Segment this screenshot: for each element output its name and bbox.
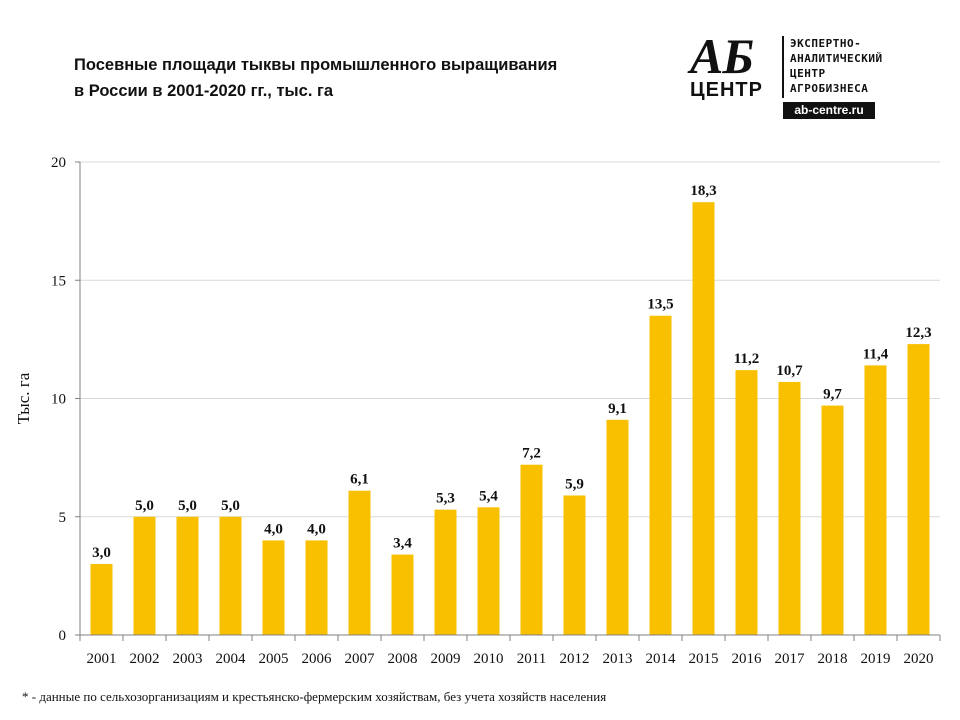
bar (133, 516, 156, 635)
x-tick-label: 2005 (259, 651, 289, 667)
bar (305, 540, 328, 635)
bar (90, 564, 113, 635)
bar-value-label: 9,7 (823, 387, 842, 403)
bar-value-label: 3,4 (393, 536, 412, 552)
bar-value-label: 5,0 (221, 498, 240, 514)
bar-value-label: 4,0 (307, 521, 326, 537)
bar (176, 516, 199, 635)
bar (563, 495, 586, 635)
bar (735, 370, 758, 635)
x-tick-label: 2011 (517, 651, 546, 667)
bar (864, 365, 887, 635)
bar (649, 315, 672, 635)
bar-value-label: 11,4 (863, 346, 889, 362)
x-tick-label: 2015 (689, 651, 719, 667)
y-tick-label: 15 (51, 273, 66, 289)
bar-value-label: 6,1 (350, 472, 369, 488)
bar-value-label: 5,0 (135, 498, 154, 514)
bar (907, 344, 930, 635)
bar-value-label: 10,7 (776, 363, 803, 379)
bar-value-label: 5,0 (178, 498, 197, 514)
y-tick-label: 0 (59, 628, 67, 644)
bar-value-label: 9,1 (608, 401, 627, 417)
bar-value-label: 4,0 (264, 521, 283, 537)
x-tick-label: 2008 (388, 651, 418, 667)
x-tick-label: 2002 (130, 651, 160, 667)
bar-value-label: 5,9 (565, 476, 584, 492)
logo-mark-ab: АБ (690, 28, 754, 84)
bar (778, 381, 801, 635)
x-tick-label: 2010 (474, 651, 504, 667)
x-tick-label: 2009 (431, 651, 461, 667)
bar-value-label: 11,2 (734, 351, 759, 367)
logo-mark: АБ ЦЕНТР (690, 28, 780, 101)
bar (606, 419, 629, 635)
bar (262, 540, 285, 635)
x-tick-label: 2018 (818, 651, 848, 667)
bar-value-label: 18,3 (690, 183, 716, 199)
bar-value-label: 7,2 (522, 446, 541, 462)
x-tick-label: 2007 (345, 651, 376, 667)
chart-title-line-1: Посевные площади тыквы промышленного выр… (74, 56, 558, 74)
bar (821, 405, 844, 635)
x-tick-label: 2014 (646, 651, 677, 667)
chart-title: Посевные площади тыквы промышленного выр… (74, 52, 654, 104)
bar (692, 202, 715, 635)
bar (434, 509, 457, 635)
bar-value-label: 3,0 (92, 545, 111, 561)
y-tick-label: 20 (51, 155, 66, 171)
bar-chart: 0 5 10 15 20 Тыс. га 3,0 2001 5,0 2002 5,0 2003 5,0 2… (14, 155, 941, 667)
bar (219, 516, 242, 635)
x-tick-label: 2016 (732, 651, 763, 667)
bar (391, 554, 414, 635)
bar (348, 490, 371, 635)
ab-centre-logo: АБ ЦЕНТР ЭКСПЕРТНО- АНАЛИТИЧЕСКИЙ ЦЕНТР … (690, 28, 935, 124)
x-tick-label: 2019 (861, 651, 891, 667)
bar (477, 507, 500, 635)
footnote: * - данные по сельхозорганизациям и крес… (22, 689, 607, 704)
logo-text-line: ЭКСПЕРТНО- (790, 37, 862, 50)
logo-divider (782, 36, 784, 98)
bar (520, 464, 543, 635)
bar-value-label: 5,3 (436, 491, 455, 507)
logo-text: ЭКСПЕРТНО- АНАЛИТИЧЕСКИЙ ЦЕНТР АГРОБИЗНЕ… (790, 36, 935, 96)
logo-text-line: АНАЛИТИЧЕСКИЙ (790, 52, 883, 65)
chart-title-line-2: в России в 2001-2020 гг., тыс. га (74, 82, 334, 100)
x-tick-label: 2012 (560, 651, 590, 667)
x-tick-label: 2001 (87, 651, 117, 667)
y-axis-label: Тыс. га (14, 372, 33, 424)
y-tick-label: 10 (51, 392, 66, 408)
x-tick-label: 2020 (904, 651, 934, 667)
logo-text-line: ЦЕНТР (790, 67, 826, 80)
logo-mark-centre: ЦЕНТР (690, 79, 763, 101)
logo-text-line: АГРОБИЗНЕСА (790, 82, 869, 95)
x-tick-label: 2013 (603, 651, 633, 667)
x-tick-label: 2004 (216, 651, 247, 667)
y-tick-label: 5 (59, 510, 67, 526)
bar-value-label: 13,5 (647, 297, 673, 313)
x-tick-label: 2003 (173, 651, 203, 667)
x-tick-label: 2017 (775, 651, 806, 667)
logo-url: ab-centre.ru (783, 102, 875, 119)
bar-value-label: 5,4 (479, 488, 498, 504)
bar-value-label: 12,3 (905, 325, 931, 341)
x-tick-label: 2006 (302, 651, 333, 667)
